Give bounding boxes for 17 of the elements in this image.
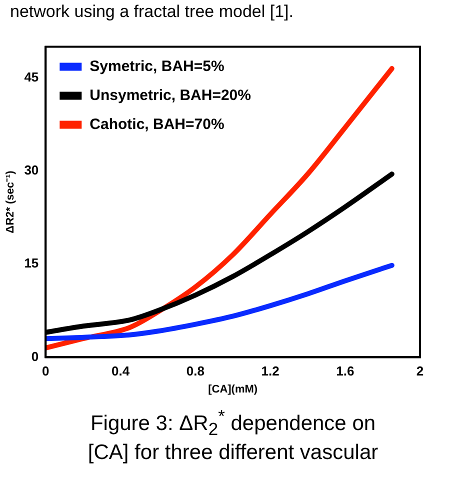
text: network using a fractal tree model [1]. — [9, 1, 294, 23]
x-tick-label: 1.6 — [336, 364, 354, 379]
x-tick-label: 0.8 — [186, 364, 204, 379]
y-tick-label: 0 — [31, 348, 39, 364]
x-tick-label: 0 — [42, 364, 50, 379]
y-tick-label: 30 — [24, 162, 39, 178]
x-axis-title: [CA](mM) — [208, 383, 258, 396]
x-tick-label: 1.2 — [261, 364, 280, 379]
legend-label: Unsymetric, BAH=20% — [90, 86, 251, 104]
x-tick-label: 0.4 — [111, 364, 130, 379]
y-tick-label: 15 — [24, 256, 39, 271]
x-tick-label: 2 — [416, 364, 424, 379]
legend-label: Symetric, BAH=5% — [90, 58, 224, 75]
legend-label: Cahotic, BAH=70% — [90, 116, 224, 133]
y-tick-label: 45 — [24, 69, 39, 84]
caption: Figure 3: ΔR$_{2}$$^{*}$ dependence on [CA] for three different vascular — [86, 405, 380, 466]
y-axis-title: ΔR2* (sec⁻¹) — [4, 170, 17, 234]
